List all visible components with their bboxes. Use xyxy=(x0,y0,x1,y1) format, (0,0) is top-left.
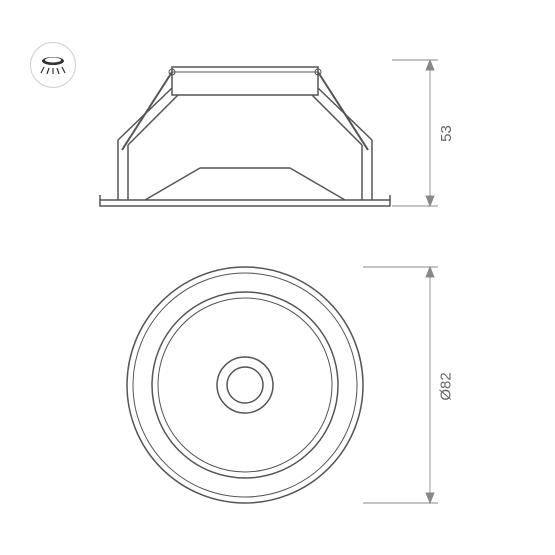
bottom-view xyxy=(127,267,363,503)
dimension-diameter xyxy=(363,267,438,503)
technical-drawing: 53 Ø82 xyxy=(0,0,555,555)
drawing-svg xyxy=(0,0,555,555)
side-view xyxy=(100,67,390,206)
dimension-height xyxy=(392,60,438,206)
dimension-height-label: 53 xyxy=(438,125,455,142)
dimension-diameter-label: Ø82 xyxy=(438,372,455,400)
downlight-icon xyxy=(40,55,66,75)
downlight-icon-badge xyxy=(30,42,76,88)
